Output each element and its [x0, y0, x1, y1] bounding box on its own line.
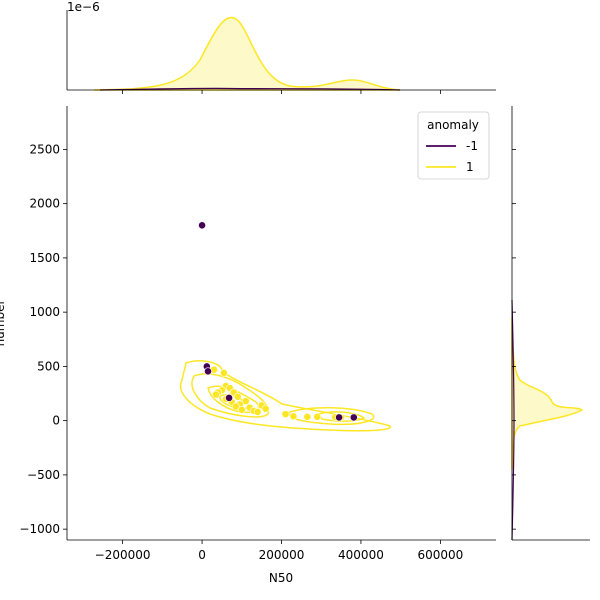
scatter-point-anomaly-1	[313, 412, 322, 421]
scatter-point-anomaly-1	[303, 412, 312, 421]
scatter-point-anomaly-1	[261, 404, 270, 413]
y-tick-label: 500	[37, 359, 60, 373]
x-tick-label: 0	[198, 548, 206, 562]
x-axis-title: N50	[269, 571, 293, 585]
scatter-points	[198, 221, 358, 422]
scatter-point-anomaly-1	[212, 390, 220, 399]
legend-title: anomaly	[427, 118, 479, 132]
scatter-point-anomaly-1	[237, 405, 246, 414]
y-tick-label: 2000	[29, 197, 60, 211]
x-tick-label: 200000	[259, 548, 305, 562]
y-axis-title: number	[0, 300, 7, 347]
y-tick-label: 2500	[29, 142, 60, 156]
kde-contour-level-2	[191, 373, 270, 418]
scatter-point-anomaly-1	[233, 392, 242, 401]
top-marginal-kde-anomaly-neg1	[99, 87, 401, 91]
scatter-point-anomaly-1	[231, 402, 240, 411]
legend: anomaly -1 1	[417, 111, 490, 180]
x-tick-label: 600000	[417, 548, 463, 562]
legend-label-1: 1	[466, 160, 474, 174]
right-marginal-kde-anomaly-neg1	[511, 299, 515, 541]
kde-contour-tail-2	[316, 411, 366, 422]
main-plot: −200000 0 200000 400000 600000 −1000 −500 0 500…	[0, 90, 516, 585]
top-marginal-offset-label: 1e−6	[67, 0, 100, 14]
scatter-point-anomaly-neg1	[225, 393, 233, 402]
scatter-point-anomaly-1	[220, 369, 228, 377]
scatter-point-anomaly-neg1	[335, 413, 343, 422]
x-axis: −200000 0 200000 400000 600000	[95, 90, 463, 562]
x-tick-label: −200000	[95, 548, 151, 562]
kde-contour-tail-1	[288, 407, 375, 426]
y-tick-label: 1500	[29, 251, 60, 265]
x-tick-label: 400000	[338, 548, 384, 562]
right-marginal-kde-anomaly-1	[511, 317, 584, 471]
scatter-point-anomaly-1	[241, 397, 250, 406]
scatter-point-anomaly-1	[289, 412, 298, 421]
scatter-point-anomaly-1	[253, 408, 262, 416]
legend-label-neg1: -1	[466, 139, 478, 153]
top-marginal-kde-anomaly-1	[93, 16, 401, 91]
scatter-point-anomaly-neg1	[349, 413, 358, 422]
y-tick-label: 0	[52, 414, 60, 428]
scatter-point-anomaly-1	[281, 410, 290, 419]
right-marginal	[511, 106, 590, 541]
scatter-point-anomaly-neg1	[198, 221, 206, 230]
y-axis: −1000 −500 0 500 1000 1500 2000 2500	[19, 142, 516, 536]
y-tick-label: −500	[27, 468, 60, 482]
y-tick-label: −1000	[19, 522, 60, 536]
top-marginal: 1e−6	[66, 0, 496, 91]
scatter-point-anomaly-neg1	[204, 367, 212, 376]
y-tick-label: 1000	[29, 305, 60, 319]
